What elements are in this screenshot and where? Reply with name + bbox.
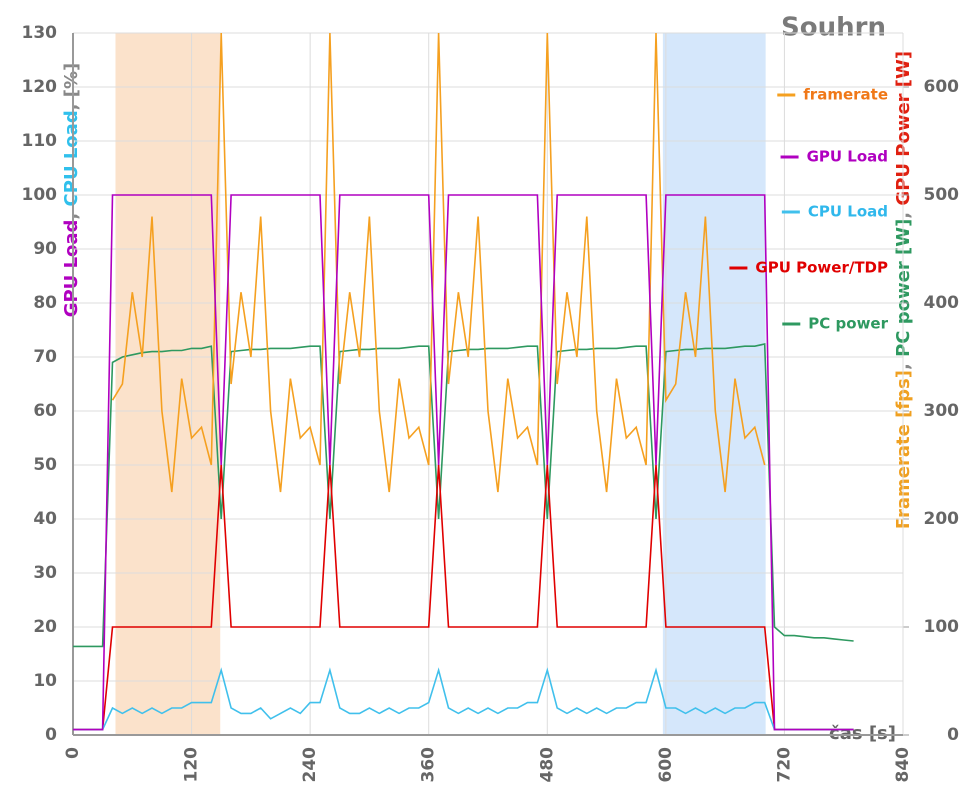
x-tick-label: 840: [893, 747, 913, 783]
series-line: [111, 32, 766, 493]
y-tick-label: 10: [33, 671, 57, 691]
y-tick-label: 110: [22, 131, 58, 151]
y2-tick-label: 300: [924, 401, 960, 421]
y2-tick-label: 500: [924, 185, 960, 205]
y-tick-label: 30: [33, 563, 57, 583]
y-tick-label: 50: [33, 455, 57, 475]
axis-title-part: ,: [61, 206, 82, 219]
y2-tick-label: 600: [924, 77, 960, 97]
axis-title-part: GPU Load: [61, 220, 82, 318]
y-tick-label: 0: [45, 725, 57, 745]
legend-label: GPU Power/TDP: [755, 259, 888, 277]
x-tick-label: 0: [63, 747, 83, 759]
y-tick-label: 80: [33, 293, 57, 313]
y2-tick-label: 200: [924, 509, 960, 529]
series-line: [73, 464, 854, 731]
y-tick-label: 20: [33, 617, 57, 637]
y-tick-label: 40: [33, 509, 57, 529]
y-tick-label: 130: [22, 23, 58, 43]
series-line: [73, 194, 854, 731]
axis-title-part: CPU Load: [61, 110, 82, 206]
y2-tick-label: 400: [924, 293, 960, 313]
y-tick-label: 60: [33, 401, 57, 421]
y-tick-label: 70: [33, 347, 57, 367]
y2-tick-label: 0: [947, 725, 959, 745]
y-tick-label: 100: [22, 185, 58, 205]
y-axis-title: GPU Load, CPU Load, [%]: [61, 63, 82, 318]
y-tick-label: 120: [22, 77, 58, 97]
x-tick-label: 120: [182, 747, 202, 783]
y-tick-label: 90: [33, 239, 57, 259]
highlight-band: [115, 33, 221, 735]
series-line: [73, 667, 854, 731]
chart-title: Souhrn: [781, 13, 886, 43]
x-tick-label: 600: [656, 747, 676, 783]
legend-label: GPU Load: [807, 148, 888, 166]
legend-label: CPU Load: [808, 203, 888, 221]
legend-label: framerate: [803, 86, 888, 104]
x-tick-label: 720: [774, 747, 794, 783]
series-line: [73, 343, 854, 648]
x-tick-label: 240: [300, 747, 320, 783]
x-tick-label: 480: [537, 747, 557, 783]
axis-title-part: , [%]: [61, 63, 82, 111]
legend-label: PC power: [808, 315, 888, 333]
x-axis-title: čas [s]: [829, 723, 896, 744]
x-tick-label: 360: [419, 747, 439, 783]
y2-tick-label: 100: [924, 617, 960, 637]
